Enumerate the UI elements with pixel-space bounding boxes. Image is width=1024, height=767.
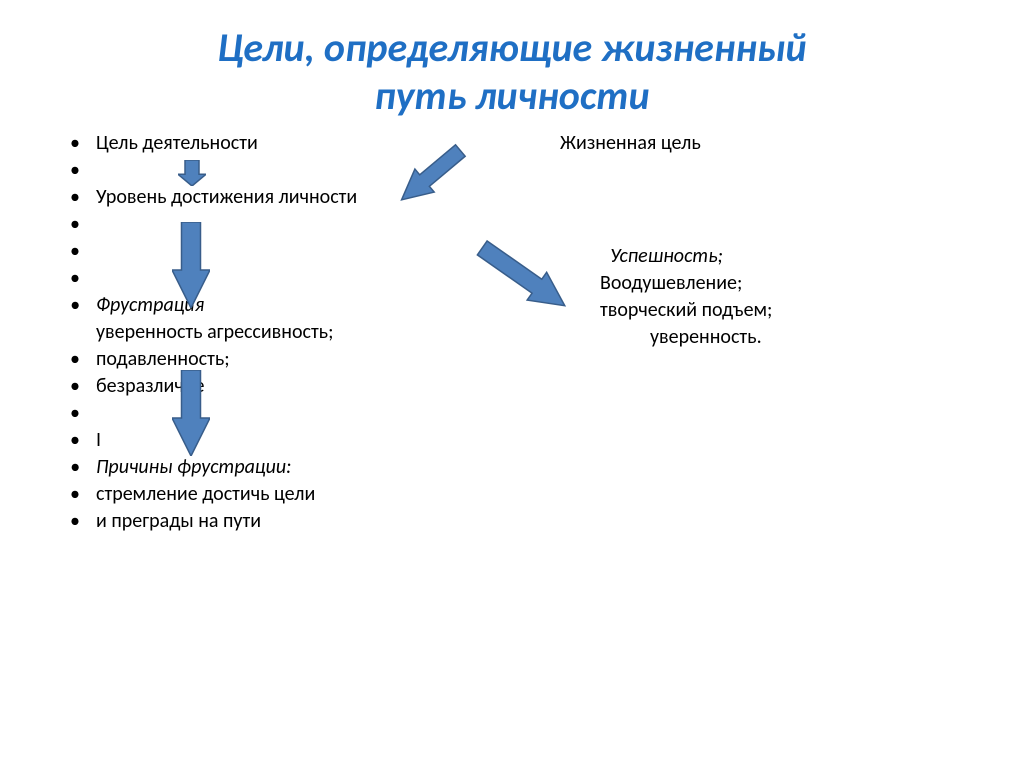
bullet-item: подавленность; — [70, 346, 357, 373]
slide-content: Цель деятельности Уровень достижения лич… — [0, 130, 1024, 750]
right-column: Жизненная цель Успешность;Воодушевление;… — [560, 130, 772, 351]
arrow-down-big — [172, 370, 210, 456]
right-line: Успешность; — [560, 243, 772, 270]
bullet-item: Фрустрация — [70, 292, 357, 319]
arrow-diag-left — [404, 162, 470, 216]
bullet-item: І — [70, 427, 357, 454]
bullet-item: безразличие — [70, 373, 357, 400]
bullet-item: Уровень достижения личности — [70, 184, 357, 211]
title-line-2: путь личности — [374, 71, 649, 120]
bullet-item: и преграды на пути — [70, 508, 357, 535]
arrow-down-big — [172, 222, 210, 308]
title-line-1: Цели, определяющие жизненный — [217, 23, 806, 72]
bullet-item: Цель деятельности — [70, 130, 357, 157]
slide-title: Цели, определяющие жизненный путь личнос… — [0, 0, 1024, 120]
left-bullet-list: Цель деятельности Уровень достижения лич… — [70, 130, 357, 535]
bullet-item — [70, 238, 357, 265]
right-line: уверенность. — [560, 324, 772, 351]
right-line: Воодушевление; — [560, 270, 772, 297]
bullet-item — [70, 211, 357, 238]
bullet-item: Причины фрустрации: — [70, 454, 357, 481]
right-top-label: Жизненная цель — [560, 130, 772, 157]
bullet-item: стремление достичь цели — [70, 481, 357, 508]
arrow-diag-right — [492, 234, 578, 296]
bullet-item — [70, 400, 357, 427]
arrow-down-small — [178, 160, 206, 186]
bullet-item: уверенность агрессивность; — [70, 319, 357, 346]
right-lines: Успешность;Воодушевление;творческий подъ… — [560, 243, 772, 351]
bullet-item — [70, 265, 357, 292]
right-line: творческий подъем; — [560, 297, 772, 324]
bullet-item — [70, 157, 357, 184]
